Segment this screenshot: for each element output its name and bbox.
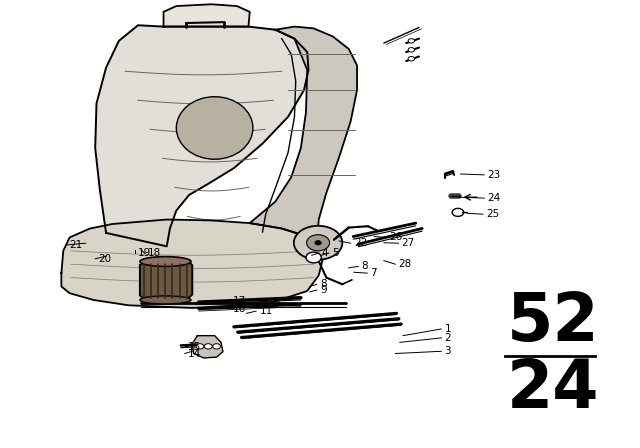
Text: 24: 24	[507, 356, 599, 422]
Ellipse shape	[176, 97, 253, 159]
Circle shape	[306, 252, 321, 263]
Polygon shape	[95, 25, 308, 246]
Text: 19: 19	[138, 249, 151, 258]
Text: 28: 28	[399, 259, 412, 269]
Text: 4: 4	[322, 248, 328, 258]
Circle shape	[408, 56, 415, 61]
Circle shape	[204, 344, 212, 349]
Text: 15: 15	[188, 342, 201, 352]
Text: 9: 9	[320, 285, 326, 295]
Text: 18: 18	[148, 249, 161, 258]
Text: 27: 27	[402, 238, 415, 248]
Circle shape	[294, 226, 342, 260]
Text: 5: 5	[332, 248, 339, 258]
Polygon shape	[61, 220, 323, 308]
Text: 23: 23	[487, 170, 500, 180]
Text: 8: 8	[362, 262, 368, 271]
Text: 14: 14	[188, 349, 201, 358]
Circle shape	[196, 344, 204, 349]
Polygon shape	[140, 260, 192, 301]
Ellipse shape	[140, 296, 191, 304]
Circle shape	[307, 235, 330, 251]
Text: 24: 24	[487, 193, 500, 203]
Text: 16: 16	[232, 304, 246, 314]
Text: 10: 10	[268, 299, 282, 310]
Ellipse shape	[140, 257, 191, 267]
Polygon shape	[250, 26, 357, 246]
Text: 8: 8	[320, 279, 326, 289]
Text: 7: 7	[371, 268, 377, 278]
Text: 11: 11	[259, 306, 273, 316]
Text: 25: 25	[486, 209, 499, 219]
Circle shape	[408, 39, 415, 43]
Text: 26: 26	[389, 233, 402, 242]
Circle shape	[408, 47, 415, 52]
Text: 3: 3	[445, 346, 451, 356]
Text: 22: 22	[354, 238, 367, 248]
Polygon shape	[192, 336, 223, 358]
Circle shape	[212, 344, 220, 349]
Text: 1: 1	[445, 324, 451, 334]
Text: 21: 21	[70, 240, 83, 250]
Text: 20: 20	[99, 254, 111, 264]
Text: 2: 2	[445, 333, 451, 343]
Circle shape	[315, 241, 321, 245]
Text: 52: 52	[507, 289, 600, 355]
Polygon shape	[164, 4, 250, 26]
Circle shape	[452, 208, 464, 216]
Text: 17: 17	[232, 296, 246, 306]
